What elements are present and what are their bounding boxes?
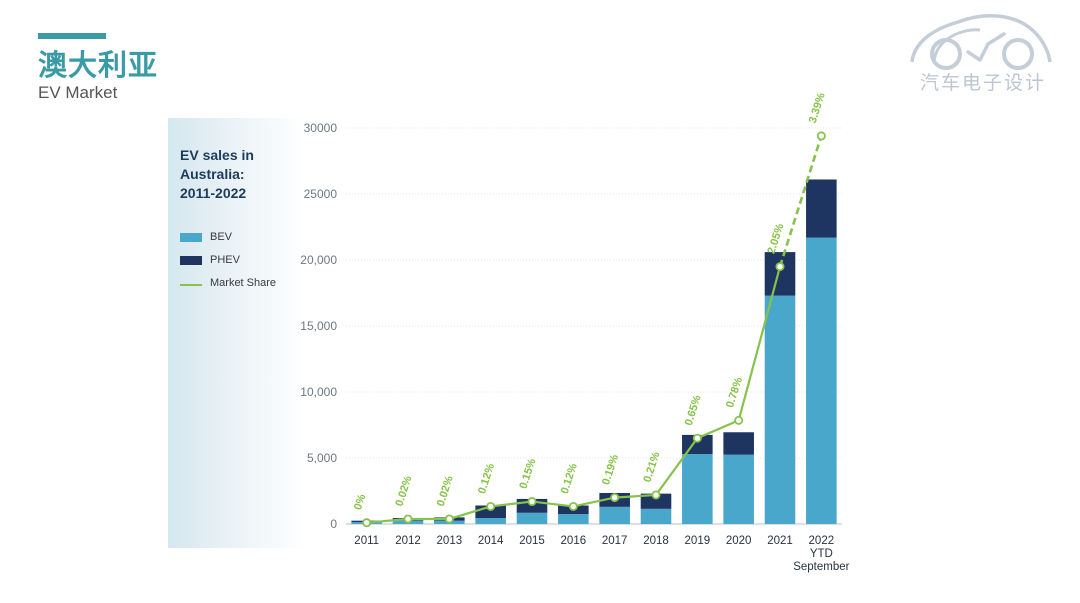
- market-share-point: [692, 433, 702, 443]
- y-tick-label: 10,000: [300, 385, 337, 399]
- x-tick-label: 2019: [685, 535, 711, 547]
- market-share-label: 0.12%: [559, 462, 580, 496]
- x-tick-label: 2012: [395, 535, 421, 547]
- market-share-label: 0.12%: [476, 462, 497, 496]
- x-tick-label: 2016: [561, 535, 587, 547]
- legend-line-market-share: [180, 284, 202, 286]
- chart-title-line: 2011-2022: [180, 185, 247, 201]
- market-share-point: [775, 262, 785, 272]
- x-tick-label: September: [793, 561, 849, 573]
- market-share-label: 0.21%: [641, 450, 662, 484]
- legend-label: PHEV: [210, 254, 240, 266]
- market-share-point: [816, 131, 826, 141]
- x-tick-label: 2013: [437, 535, 463, 547]
- chart-side-panel: [168, 118, 308, 548]
- car-outline-icon: [910, 14, 1052, 70]
- brand-logo: 汽车电子设计: [898, 4, 1068, 98]
- market-share-point: [486, 501, 496, 511]
- bar-phev: [806, 179, 837, 238]
- bar-bev: [723, 454, 754, 524]
- x-tick-label: 2011: [354, 535, 379, 547]
- market-share-line-projection: [778, 135, 823, 267]
- bar-phev: [723, 432, 754, 455]
- market-share-label: 2.05%: [765, 222, 786, 256]
- x-tick-label: 2014: [478, 535, 504, 547]
- x-tick-label: 2018: [643, 535, 669, 547]
- market-share-point: [610, 493, 620, 503]
- market-share-label: 0.65%: [683, 394, 704, 428]
- chart-title: EV sales in Australia: 2011-2022: [180, 146, 300, 203]
- legend-swatch-phev: [180, 256, 202, 265]
- legend-label: Market Share: [210, 277, 277, 289]
- title-accent-bar: [38, 33, 106, 39]
- page-subtitle: EV Market: [38, 83, 118, 102]
- market-share-label: 0.15%: [517, 457, 538, 491]
- brand-name: 汽车电子设计: [919, 72, 1046, 94]
- bar-phev: [640, 493, 672, 509]
- bar-bev: [806, 237, 837, 524]
- y-tick-label: 30000: [304, 121, 338, 135]
- market-share-point: [362, 518, 372, 528]
- bar-phev: [764, 252, 796, 296]
- bar-bev: [516, 512, 548, 524]
- y-tick-label: 0: [330, 517, 337, 531]
- page-title: 澳大利亚: [38, 48, 159, 82]
- x-tick-label: 2021: [767, 535, 793, 547]
- market-share-point: [734, 415, 744, 425]
- bar-bev: [475, 518, 506, 524]
- x-tick-label: 2017: [602, 535, 628, 547]
- bar-bev: [640, 508, 672, 524]
- x-tick-label: 2022: [809, 535, 835, 547]
- y-tick-label: 25000: [304, 187, 338, 201]
- x-tick-label: YTD: [810, 548, 833, 560]
- bar-bev: [682, 454, 713, 524]
- market-share-point: [568, 501, 578, 511]
- market-share-point: [444, 514, 454, 524]
- market-share-label: 0.19%: [600, 453, 621, 487]
- market-share-label: 0.02%: [393, 474, 414, 508]
- market-share-label: 0%: [352, 493, 368, 512]
- y-tick-label: 15,000: [300, 319, 337, 333]
- market-share-label: 3.39%: [807, 91, 828, 125]
- chart-title-line: EV sales in: [180, 147, 254, 163]
- market-share-label: 0.02%: [435, 474, 456, 508]
- x-tick-label: 2015: [519, 535, 545, 547]
- legend-label: BEV: [210, 231, 233, 243]
- chart-title-line: Australia:: [180, 166, 245, 182]
- x-tick-label: 2020: [726, 535, 752, 547]
- bar-bev: [599, 506, 630, 524]
- y-tick-label: 5,000: [307, 451, 337, 465]
- market-share-point: [527, 497, 537, 507]
- market-share-point: [651, 490, 661, 500]
- bar-bev: [558, 514, 589, 524]
- y-tick-label: 20,000: [300, 253, 337, 267]
- bar-bev: [764, 295, 796, 524]
- legend-swatch-bev: [180, 233, 202, 242]
- market-share-point: [403, 514, 413, 524]
